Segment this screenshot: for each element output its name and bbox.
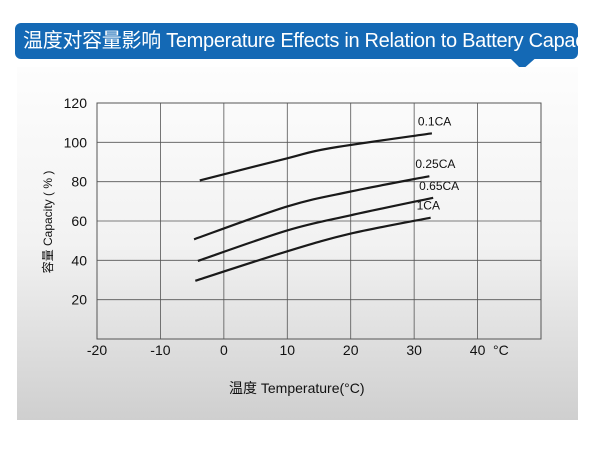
y-tick-label: 80	[71, 174, 87, 190]
series-line-1CA	[194, 216, 431, 282]
y-tick-label: 40	[71, 252, 87, 268]
x-tick-label: -20	[87, 342, 107, 358]
x-axis-label: 温度 Temperature(°C)	[229, 380, 365, 396]
x-tick-label: -10	[150, 342, 170, 358]
series-line-0.25CA	[193, 175, 430, 241]
x-tick-label: 10	[279, 342, 295, 358]
x-tick-label: 40	[470, 342, 486, 358]
x-unit-label: °C	[493, 342, 509, 358]
y-tick-label: 20	[71, 292, 87, 308]
y-tick-label: 120	[64, 95, 88, 111]
chart-panel	[17, 67, 578, 420]
series-label: 0.25CA	[415, 157, 455, 171]
chart-title-bar: 温度对容量影响 Temperature Effects in Relation …	[15, 23, 600, 59]
series-line-0.1CA	[199, 132, 433, 182]
series-line-0.65CA	[197, 196, 434, 262]
x-tick-label: 30	[406, 342, 422, 358]
chart-title: 温度对容量影响 Temperature Effects in Relation …	[23, 30, 600, 52]
series-label: 0.65CA	[419, 179, 459, 193]
x-tick-label: 0	[220, 342, 228, 358]
series-label: 0.1CA	[418, 114, 451, 128]
y-tick-label: 60	[71, 213, 87, 229]
x-tick-label: 20	[343, 342, 359, 358]
y-axis-label: 容量 Capacity ( % )	[40, 171, 55, 274]
series-label: 1CA	[417, 199, 440, 213]
y-tick-label: 100	[64, 134, 88, 150]
